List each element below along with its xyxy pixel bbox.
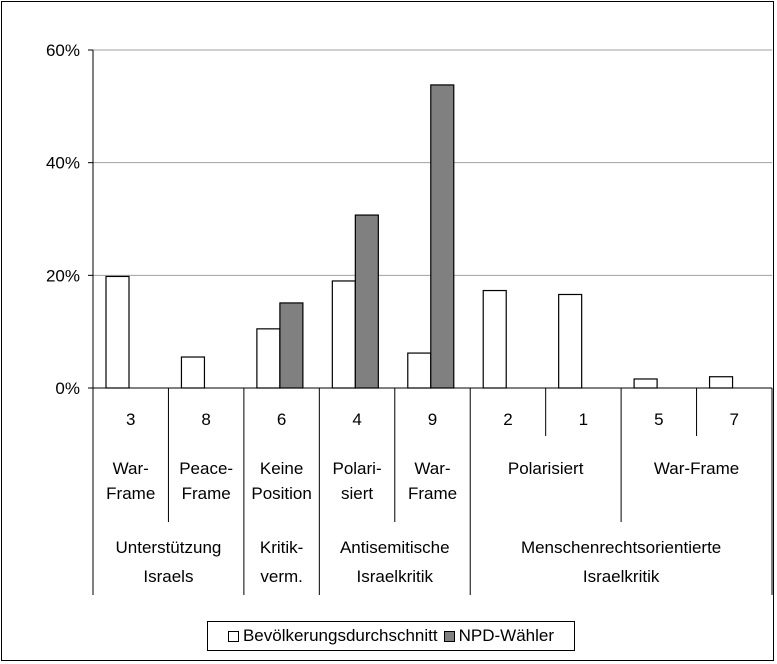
legend-swatch-series-1: [443, 630, 455, 642]
y-tick-label: 60%: [46, 41, 80, 60]
legend-swatch-series-0: [227, 630, 239, 642]
bar-npd: [354, 214, 379, 389]
bars: [105, 84, 734, 389]
bar-bevoelkerung: [407, 352, 432, 389]
group-label: Antisemitische: [340, 538, 450, 557]
bar-bevoelkerung: [180, 356, 206, 389]
group-label: Unterstützung: [116, 538, 222, 557]
category-label: 9: [428, 410, 437, 429]
group-label: Kritik-: [260, 538, 303, 557]
bar-bevoelkerung: [331, 280, 356, 389]
bar-bevoelkerung: [482, 289, 507, 389]
bar-bevoelkerung: [256, 328, 281, 389]
y-tick-label: 20%: [46, 266, 80, 285]
frame-label: Frame: [106, 484, 155, 503]
group-label: Israels: [143, 567, 193, 586]
frame-label: Position: [251, 484, 311, 503]
category-label: 3: [126, 410, 135, 429]
frame-label: siert: [341, 484, 373, 503]
category-label: 7: [730, 410, 739, 429]
legend-label-series-0: Bevölkerungsdurchschnitt: [242, 626, 438, 645]
bar-bevoelkerung: [105, 275, 130, 389]
group-label: Israelkritik: [357, 567, 434, 586]
frame-label: Polari-: [332, 459, 381, 478]
legend: Bevölkerungsdurchschnitt NPD-Wähler: [207, 621, 575, 651]
legend-label-series-1: NPD-Wähler: [458, 626, 555, 645]
category-label: 5: [654, 410, 663, 429]
frame-label: War-: [414, 459, 450, 478]
category-label: 2: [503, 410, 512, 429]
bar-npd: [430, 84, 455, 389]
group-label: Menschenrechtsorientierte: [521, 538, 721, 557]
y-tick-label: 0%: [55, 379, 80, 398]
group-label: verm.: [260, 567, 303, 586]
bar-bevoelkerung: [708, 376, 734, 389]
frame-label: War-Frame: [654, 459, 739, 478]
y-tick-label: 40%: [46, 154, 80, 173]
frame-label: Frame: [182, 484, 231, 503]
category-label: 1: [579, 410, 588, 429]
bar-npd: [279, 302, 304, 389]
legend-item-series-1: NPD-Wähler: [443, 626, 555, 646]
frame-label: Frame: [408, 484, 457, 503]
group-label: Israelkritik: [583, 567, 660, 586]
bar-bevoelkerung: [633, 378, 658, 389]
frame-label: Polarisiert: [508, 459, 584, 478]
x-axis-table: 3 8 6 4 9 2 1 5 7War-FramePeace-FrameKeinePositi…: [92, 388, 773, 595]
category-label: 4: [352, 410, 361, 429]
legend-item-series-0: Bevölkerungsdurchschnitt: [227, 626, 438, 646]
category-label: 8: [201, 410, 210, 429]
y-axis: 0% 20% 40% 60%: [46, 41, 772, 398]
frame-label: War-: [113, 459, 149, 478]
category-label: 6: [277, 410, 286, 429]
frame-label: Peace-: [179, 459, 233, 478]
bar-bevoelkerung: [558, 293, 583, 389]
frame-label: Keine: [260, 459, 303, 478]
